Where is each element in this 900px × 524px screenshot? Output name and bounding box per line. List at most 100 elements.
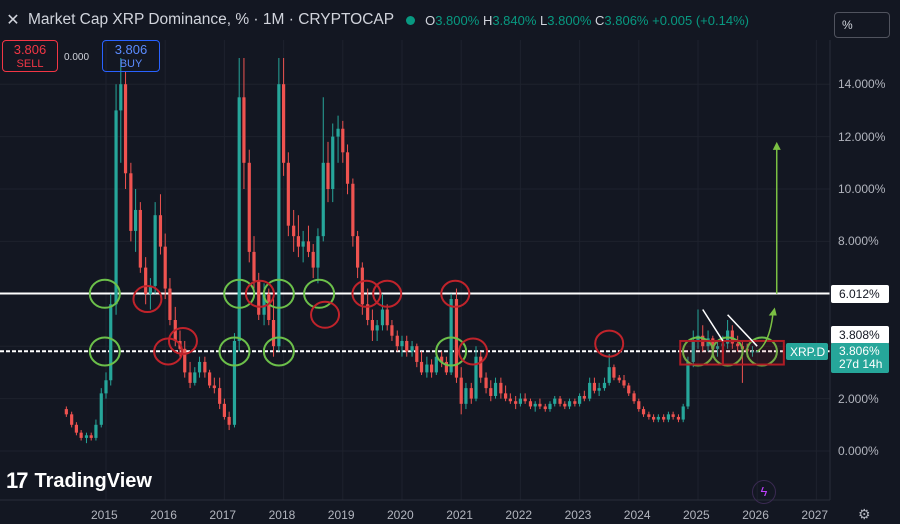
candle-body (440, 356, 444, 362)
red-circle-annotation (372, 279, 403, 308)
candle-body (119, 84, 123, 111)
trend-line-annotation (702, 309, 724, 342)
candle-body (750, 351, 755, 353)
candle-body (311, 251, 315, 268)
x-tick-label: 2024 (623, 508, 651, 522)
candle (548, 401, 552, 412)
gear-icon[interactable]: ⚙ (858, 506, 871, 522)
lightning-icon[interactable]: ϟ (752, 480, 776, 504)
green-circle-annotation (435, 336, 468, 367)
sell-price: 3.806 (13, 42, 47, 57)
current-price-label: 3.806% 27d 14h (831, 343, 889, 373)
candle-body (730, 330, 734, 344)
candle-body (321, 162, 325, 237)
candle (316, 228, 320, 284)
candle-body (306, 241, 311, 252)
red-circle-annotation (132, 285, 163, 314)
target-arrow-head (772, 141, 781, 150)
candle-body (153, 215, 157, 286)
candle (582, 390, 586, 402)
ohlc-change: +0.005 (+0.14%) (652, 12, 749, 28)
candle-body (277, 84, 281, 347)
candle-body (74, 424, 78, 433)
candle-body (326, 162, 330, 189)
candle-body (158, 215, 163, 247)
candle-body (676, 416, 681, 420)
candle (336, 115, 340, 163)
ohlc-readout: O3.800% H3.840% L3.800% C3.806% +0.005 (… (425, 13, 749, 28)
close-icon[interactable]: ✕ (6, 12, 20, 29)
candle (271, 299, 276, 357)
candle (119, 58, 123, 163)
candle-body (134, 209, 138, 231)
candle-body (123, 84, 128, 174)
red-circle-annotation (594, 329, 625, 358)
candle-body (138, 209, 142, 268)
candle (425, 356, 429, 378)
annotations (88, 141, 785, 367)
candle (370, 309, 374, 341)
candle-body (218, 388, 222, 404)
candle-body (415, 346, 419, 362)
candle-body (622, 380, 626, 386)
x-tick-label: 2016 (150, 508, 177, 522)
candle (222, 398, 226, 420)
candle (543, 403, 547, 412)
tradingview-logo[interactable]: 17 TradingView (6, 468, 152, 494)
candle (567, 398, 572, 410)
candle-body (711, 338, 715, 349)
candle-body (504, 393, 508, 399)
price-label-high-line: 6.012% (831, 285, 889, 303)
red-circle-annotation (310, 300, 341, 329)
x-tick-label: 2019 (327, 508, 355, 522)
ohlc-close-key: C (595, 12, 605, 28)
sell-button[interactable]: 3.806 SELL (2, 40, 58, 72)
candle-body (459, 377, 463, 404)
buy-button[interactable]: 3.806 BUY (102, 40, 160, 72)
chart-header: ✕ Market Cap XRP Dominance, % · 1M · CRY… (0, 0, 830, 40)
candle (282, 58, 286, 176)
candle-body (193, 372, 197, 383)
candle (440, 351, 444, 368)
x-tick-label: 2022 (505, 508, 533, 522)
percent-scale-button[interactable]: % (834, 12, 890, 38)
candle-body (434, 356, 438, 373)
buy-label: BUY (119, 58, 143, 70)
candle (750, 346, 755, 357)
candle (395, 330, 399, 352)
candle-body (129, 173, 133, 231)
candle-body (400, 340, 404, 347)
candle-body (573, 401, 577, 404)
candle-body (681, 406, 685, 420)
candle-body (558, 398, 562, 404)
candle (183, 340, 187, 378)
x-tick-label: 2018 (268, 508, 296, 522)
candle (345, 144, 350, 195)
candle (514, 395, 518, 410)
candle (114, 84, 118, 315)
candle-body (464, 388, 468, 404)
candle (212, 377, 216, 394)
candle-body (89, 435, 93, 438)
x-tick-label: 2017 (209, 508, 237, 522)
candle-body (474, 356, 478, 399)
candle (79, 430, 83, 441)
symbol-title[interactable]: Market Cap XRP Dominance, % · 1M · CRYPT… (28, 11, 395, 28)
candle-body (292, 225, 296, 237)
candle-body (247, 162, 251, 252)
candle (405, 335, 409, 357)
candle-body (514, 401, 518, 404)
y-tick-label: 14.000% (838, 77, 886, 92)
candle (188, 361, 192, 389)
candle (89, 432, 93, 441)
candle-body (449, 299, 453, 373)
candle-body (567, 401, 572, 407)
candle (558, 395, 562, 407)
sell-label: SELL (16, 58, 44, 70)
green-circle-annotation (88, 336, 121, 367)
symbol-tag: XRP.D (786, 343, 828, 360)
red-circle-annotation (167, 326, 198, 355)
candle-body (203, 361, 207, 373)
ohlc-high-key: H (482, 12, 493, 28)
